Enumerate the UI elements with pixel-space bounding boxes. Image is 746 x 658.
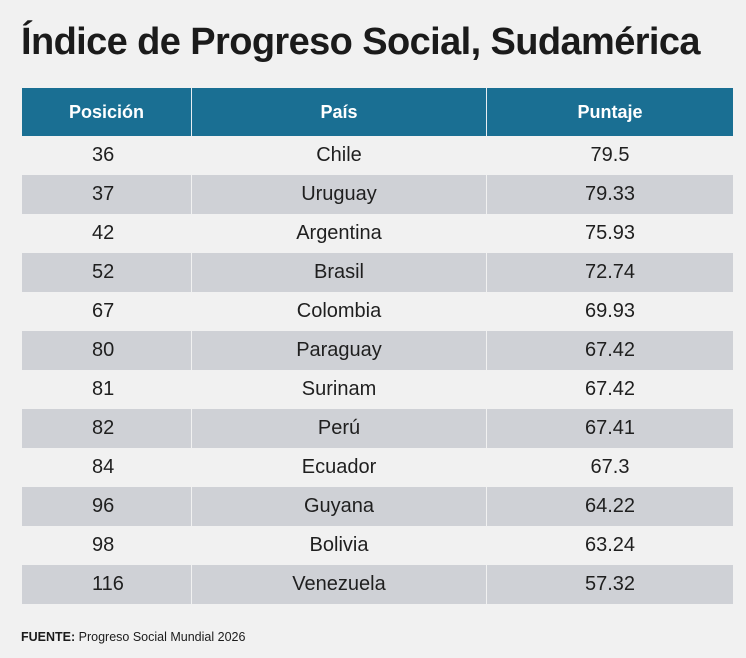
cell-posicion: 81 <box>92 378 115 400</box>
cell-pais: Colombia <box>296 300 382 322</box>
table-row: 80 Paraguay 67.42 <box>22 331 733 370</box>
cell-posicion: 36 <box>92 144 115 166</box>
table-row: 52 Brasil 72.74 <box>22 253 733 292</box>
cell-pais: Ecuador <box>301 456 377 478</box>
cell-puntaje: 64.22 <box>584 495 636 517</box>
cell-posicion: 67 <box>92 300 115 322</box>
source-note: FUENTE: Progreso Social Mundial 2026 <box>21 630 245 644</box>
table-header: Posición País Puntaje <box>22 88 733 136</box>
table-row: 82 Perú 67.41 <box>22 409 733 448</box>
table-row: 37 Uruguay 79.33 <box>22 175 733 214</box>
table-row: 67 Colombia 69.93 <box>22 292 733 331</box>
cell-pais: Argentina <box>296 222 382 244</box>
cell-puntaje: 72.74 <box>584 261 636 283</box>
cell-posicion: 96 <box>92 495 115 517</box>
column-header-pais: País <box>191 88 487 136</box>
cell-pais: Brasil <box>191 253 487 292</box>
cell-pais: Perú <box>191 409 487 448</box>
cell-puntaje: 67.42 <box>584 339 636 361</box>
cell-pais: Venezuela <box>191 565 487 604</box>
cell-puntaje: 67.42 <box>584 378 636 400</box>
cell-posicion: 84 <box>92 456 115 478</box>
column-header-puntaje: Puntaje <box>577 101 643 122</box>
cell-pais: Chile <box>316 144 362 166</box>
source-text: Progreso Social Mundial 2026 <box>78 630 246 644</box>
cell-posicion: 98 <box>92 534 115 556</box>
cell-posicion: 37 <box>92 183 115 205</box>
chart-title: Índice de Progreso Social, Sudamérica <box>21 21 701 63</box>
cell-pais: Uruguay <box>191 175 487 214</box>
table-row: 116 Venezuela 57.32 <box>22 565 733 604</box>
table-body: 36 Chile 79.5 37 Uruguay 79.33 42 Argentina 75.9… <box>22 136 733 604</box>
table-row: 81 Surinam 67.42 <box>22 370 733 409</box>
cell-pais: Bolivia <box>309 534 369 556</box>
cell-pais: Surinam <box>301 378 377 400</box>
cell-posicion: 82 <box>92 417 115 439</box>
table-row: 42 Argentina 75.93 <box>22 214 733 253</box>
column-header-posicion: Posición <box>68 101 144 122</box>
cell-posicion: 52 <box>92 261 115 283</box>
cell-puntaje: 69.93 <box>584 300 636 322</box>
cell-posicion: 42 <box>92 222 115 244</box>
table-row: 84 Ecuador 67.3 <box>22 448 733 487</box>
cell-puntaje: 67.3 <box>590 456 630 478</box>
cell-puntaje: 63.24 <box>584 534 636 556</box>
cell-pais: Paraguay <box>191 331 487 370</box>
table-row: 96 Guyana 64.22 <box>22 487 733 526</box>
cell-puntaje: 75.93 <box>584 222 636 244</box>
table-row: 98 Bolivia 63.24 <box>22 526 733 565</box>
data-table: Posición País Puntaje 36 Chile 79.5 37 Urugu… <box>22 88 733 604</box>
table-row: 36 Chile 79.5 <box>22 136 733 175</box>
cell-puntaje: 57.32 <box>584 573 636 595</box>
source-label: FUENTE: <box>21 630 76 644</box>
cell-puntaje: 79.33 <box>584 183 636 205</box>
cell-puntaje: 79.5 <box>590 144 630 166</box>
cell-pais: Guyana <box>191 487 487 526</box>
cell-posicion: 116 <box>92 573 124 595</box>
cell-puntaje: 67.41 <box>584 417 636 439</box>
cell-posicion: 80 <box>92 339 115 361</box>
